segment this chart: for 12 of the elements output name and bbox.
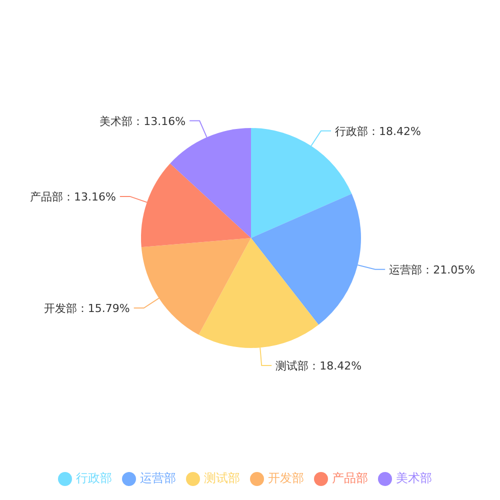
legend-label: 测试部: [204, 471, 240, 485]
legend-label: 运营部: [140, 471, 176, 485]
legend-label: 产品部: [332, 471, 368, 485]
data-label: 运营部：21.05%: [389, 263, 476, 276]
data-label: 开发部：15.79%: [44, 302, 130, 316]
legend-label: 美术部: [396, 471, 432, 485]
data-label: 美术部：13.16%: [100, 114, 186, 128]
data-label: 行政部：18.42%: [335, 124, 421, 138]
data-label: 测试部：18.42%: [276, 360, 362, 373]
data-label: 产品部：13.16%: [30, 190, 116, 204]
legend-label: 行政部: [76, 471, 112, 485]
legend-label: 开发部: [268, 471, 304, 485]
